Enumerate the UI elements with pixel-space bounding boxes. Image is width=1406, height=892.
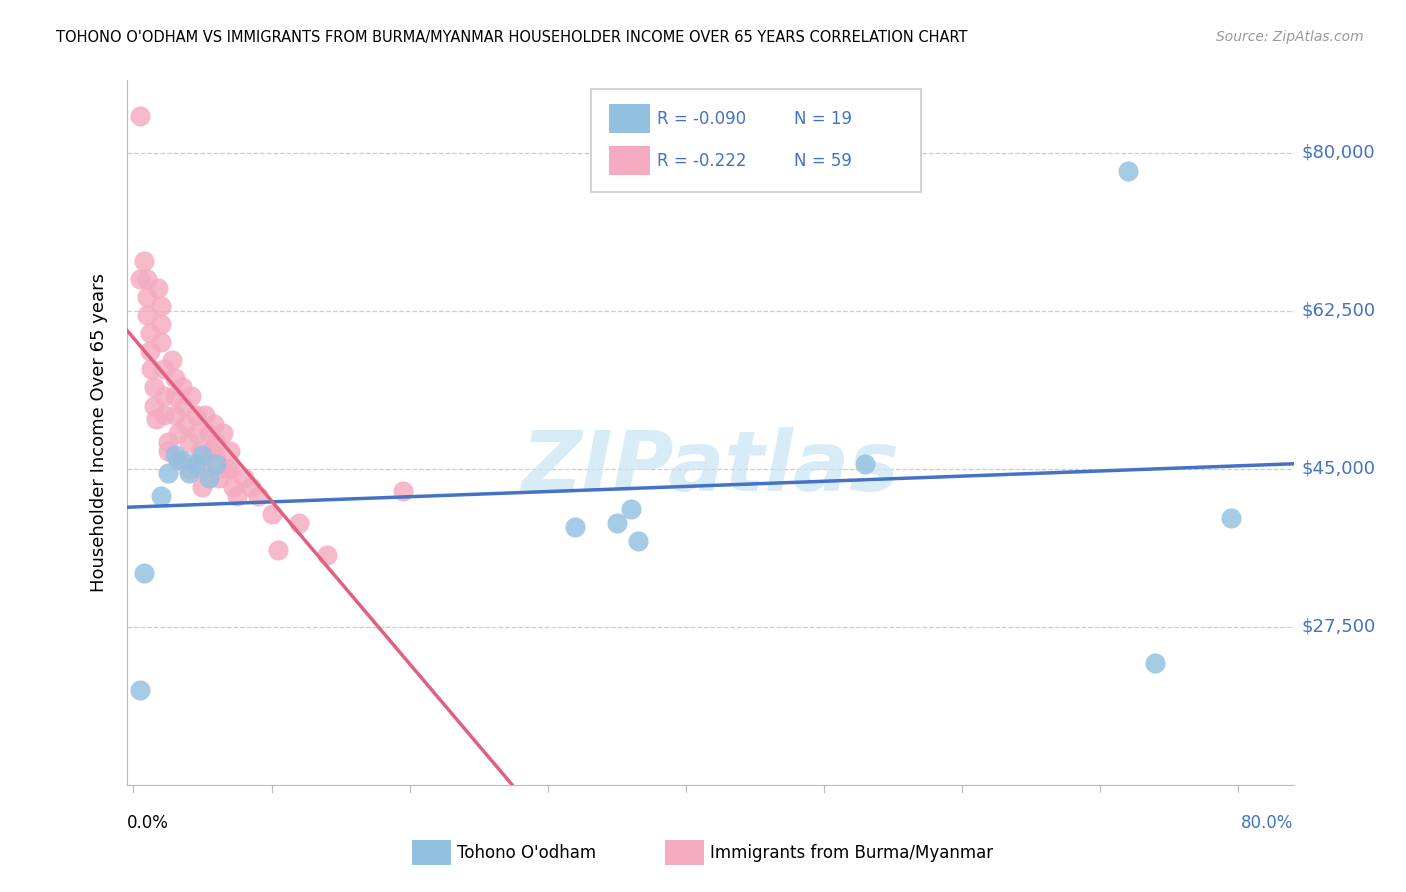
Y-axis label: Householder Income Over 65 years: Householder Income Over 65 years [90, 273, 108, 592]
Text: 0.0%: 0.0% [127, 814, 169, 831]
Point [150, 489, 173, 503]
Point [202, 417, 225, 431]
Point [564, 520, 586, 534]
Text: $62,500: $62,500 [1302, 301, 1376, 319]
Point [222, 480, 245, 494]
Text: N = 19: N = 19 [794, 110, 852, 128]
Point [391, 484, 413, 499]
Point [156, 467, 179, 481]
Point [129, 272, 152, 286]
Point [205, 457, 228, 471]
Point [153, 362, 176, 376]
Point [136, 290, 159, 304]
Text: $45,000: $45,000 [1302, 459, 1376, 478]
Point [232, 471, 254, 485]
Point [163, 371, 186, 385]
Point [626, 534, 648, 549]
Point [184, 408, 207, 422]
Text: TOHONO O'ODHAM VS IMMIGRANTS FROM BURMA/MYANMAR HOUSEHOLDER INCOME OVER 65 YEARS: TOHONO O'ODHAM VS IMMIGRANTS FROM BURMA/… [56, 30, 967, 45]
Point [145, 412, 167, 426]
Text: R = -0.222: R = -0.222 [657, 152, 747, 169]
Point [156, 434, 179, 449]
Text: R = -0.090: R = -0.090 [657, 110, 745, 128]
Point [163, 408, 186, 422]
Point [212, 425, 235, 440]
Text: Source: ZipAtlas.com: Source: ZipAtlas.com [1216, 30, 1364, 45]
Point [239, 480, 262, 494]
Point [217, 462, 239, 476]
Point [174, 417, 197, 431]
Point [143, 380, 166, 394]
Point [620, 502, 643, 516]
Point [180, 389, 202, 403]
Point [191, 448, 214, 462]
Point [148, 281, 170, 295]
Point [219, 443, 242, 458]
Point [194, 408, 217, 422]
Point [188, 443, 211, 458]
Point [205, 434, 228, 449]
Point [170, 452, 193, 467]
Point [163, 448, 186, 462]
Point [208, 471, 231, 485]
Point [205, 452, 228, 467]
Text: $27,500: $27,500 [1302, 618, 1376, 636]
Text: N = 59: N = 59 [794, 152, 852, 169]
Point [150, 299, 173, 313]
Point [150, 335, 173, 350]
Point [134, 566, 156, 580]
Point [219, 462, 242, 476]
Point [1220, 511, 1243, 525]
Text: $80,000: $80,000 [1302, 144, 1375, 161]
Point [153, 408, 176, 422]
Point [191, 462, 214, 476]
Point [136, 272, 159, 286]
Point [260, 507, 283, 521]
Point [226, 489, 249, 503]
Point [191, 480, 214, 494]
Point [855, 457, 877, 471]
Point [160, 353, 183, 368]
Point [1116, 163, 1139, 178]
Point [186, 425, 208, 440]
Point [150, 317, 173, 331]
Point [1144, 656, 1167, 670]
Point [129, 683, 152, 698]
Point [136, 308, 159, 322]
Point [170, 380, 193, 394]
Point [139, 344, 162, 359]
Text: ZIPatlas: ZIPatlas [522, 427, 898, 508]
Point [184, 457, 207, 471]
Text: 80.0%: 80.0% [1241, 814, 1294, 831]
Point [166, 425, 188, 440]
Point [141, 362, 163, 376]
Point [288, 516, 311, 530]
Point [172, 399, 194, 413]
Point [163, 389, 186, 403]
Point [134, 254, 156, 268]
Point [246, 489, 269, 503]
Point [606, 516, 628, 530]
Point [153, 389, 176, 403]
Point [177, 467, 200, 481]
Point [177, 434, 200, 449]
Point [156, 443, 179, 458]
Point [315, 548, 337, 562]
Point [198, 425, 221, 440]
Point [129, 110, 152, 124]
Point [198, 471, 221, 485]
Point [177, 462, 200, 476]
Point [166, 452, 188, 467]
Text: Immigrants from Burma/Myanmar: Immigrants from Burma/Myanmar [710, 844, 993, 862]
Point [267, 543, 290, 558]
Text: Tohono O'odham: Tohono O'odham [457, 844, 596, 862]
Point [143, 399, 166, 413]
Point [139, 326, 162, 341]
Point [200, 443, 222, 458]
